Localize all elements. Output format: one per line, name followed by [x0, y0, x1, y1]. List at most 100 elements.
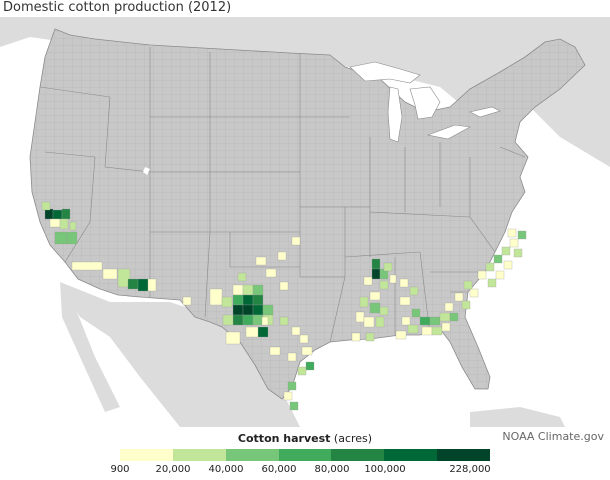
- county-tx-19: [279, 316, 289, 326]
- lake-michigan: [387, 86, 403, 143]
- canada-land: [0, 17, 610, 167]
- county-va-1: [507, 228, 517, 238]
- county-ok-1: [291, 236, 301, 246]
- legend-tick-1: 20,000: [155, 464, 191, 475]
- county-tx-8: [242, 304, 254, 316]
- county-al-6: [395, 330, 407, 340]
- county-ms-5: [379, 280, 389, 290]
- county-ca-2: [52, 209, 63, 220]
- county-nc-9: [487, 278, 497, 288]
- county-ms-10: [355, 311, 365, 323]
- county-ca-8: [41, 201, 51, 211]
- map-title: Domestic cotton production (2012): [3, 0, 232, 15]
- legend-title-units: (acres): [333, 432, 373, 445]
- mexico-land: [60, 282, 300, 427]
- county-ms-2: [371, 268, 381, 280]
- county-ms-14: [365, 332, 375, 342]
- county-ca-5: [59, 218, 69, 230]
- county-ms-16: [389, 274, 397, 284]
- county-ca-7: [66, 231, 78, 245]
- legend-color-bar: [120, 449, 491, 461]
- county-tx-6: [252, 294, 264, 306]
- county-nc-2: [485, 262, 495, 272]
- county-tx-4: [232, 294, 244, 306]
- county-al-3: [399, 296, 411, 306]
- county-tx-1: [232, 284, 244, 296]
- county-tx-29: [289, 401, 299, 411]
- county-tx-27: [287, 381, 297, 391]
- legend-tick-5: 100,000: [364, 464, 406, 475]
- legend-tick-0: 900: [110, 464, 130, 475]
- county-tx-23: [287, 352, 297, 362]
- legend-swatch-3: [278, 449, 332, 461]
- county-az-6: [182, 296, 192, 306]
- county-nm-1: [209, 288, 223, 306]
- county-tx-30: [261, 316, 269, 326]
- county-ms-8: [369, 302, 381, 314]
- county-al-4: [411, 308, 421, 318]
- county-nc-3: [493, 254, 503, 264]
- county-ms-15: [383, 262, 393, 272]
- county-tx-15: [222, 314, 234, 326]
- county-ga-7: [449, 312, 459, 322]
- county-nc-7: [503, 260, 513, 270]
- county-ga-4: [421, 326, 433, 336]
- county-nc-8: [495, 270, 505, 280]
- county-tx-13: [252, 314, 264, 326]
- legend-title: Cotton harvest (acres): [0, 432, 610, 445]
- county-ok-6: [237, 272, 247, 282]
- us-county-map: [0, 17, 610, 427]
- legend-tick-4: 80,000: [314, 464, 350, 475]
- lake-superior: [349, 61, 421, 84]
- county-tx-22: [299, 334, 309, 344]
- county-tx-11: [232, 314, 244, 326]
- county-al-1: [399, 278, 409, 288]
- county-ms-7: [359, 296, 369, 308]
- county-tx-16: [257, 326, 269, 338]
- cotton-counties: [41, 201, 527, 411]
- county-ga-8: [444, 302, 454, 312]
- county-tx-18: [225, 331, 241, 345]
- county-tx-17: [245, 326, 259, 338]
- county-ok-2: [277, 251, 287, 261]
- county-ms-9: [379, 306, 389, 316]
- baja-peninsula: [60, 282, 120, 412]
- legend-swatch-5: [384, 449, 438, 461]
- county-ms-11: [363, 316, 375, 328]
- county-al-2: [409, 286, 419, 296]
- legend-title-bold: Cotton harvest: [237, 432, 331, 445]
- county-ca-3: [61, 208, 71, 220]
- county-ms-13: [351, 332, 361, 342]
- county-az-2: [117, 268, 131, 288]
- state-borders: [39, 47, 526, 343]
- legend-swatch-2: [225, 449, 279, 461]
- legend-tick-3: 60,000: [261, 464, 297, 475]
- great-salt-lake: [143, 167, 150, 175]
- county-tx-25: [305, 361, 315, 371]
- county-sc-3: [469, 288, 479, 298]
- county-ca-1: [44, 208, 54, 220]
- legend-swatch-1: [172, 449, 226, 461]
- county-ga-1: [419, 316, 431, 326]
- county-ga-3: [439, 312, 451, 322]
- county-ca-6: [54, 231, 68, 245]
- county-az-5: [147, 278, 157, 292]
- county-ca-4: [49, 218, 61, 228]
- county-ca-9: [69, 221, 77, 231]
- county-tx-9: [252, 304, 264, 316]
- county-az-4: [137, 278, 149, 292]
- county-nc-1: [477, 270, 487, 280]
- county-va-2: [517, 230, 527, 240]
- cuba-island: [470, 407, 565, 427]
- county-sc-1: [454, 292, 464, 302]
- county-tx-24: [301, 346, 313, 356]
- county-nc-6: [513, 248, 523, 258]
- county-tx-3: [252, 284, 264, 296]
- county-tx-7: [232, 304, 244, 316]
- legend-tick-2: 40,000: [208, 464, 244, 475]
- lake-erie: [426, 124, 471, 140]
- county-sc-2: [461, 300, 471, 310]
- county-ok-3: [255, 256, 267, 266]
- county-tx-26: [297, 366, 307, 376]
